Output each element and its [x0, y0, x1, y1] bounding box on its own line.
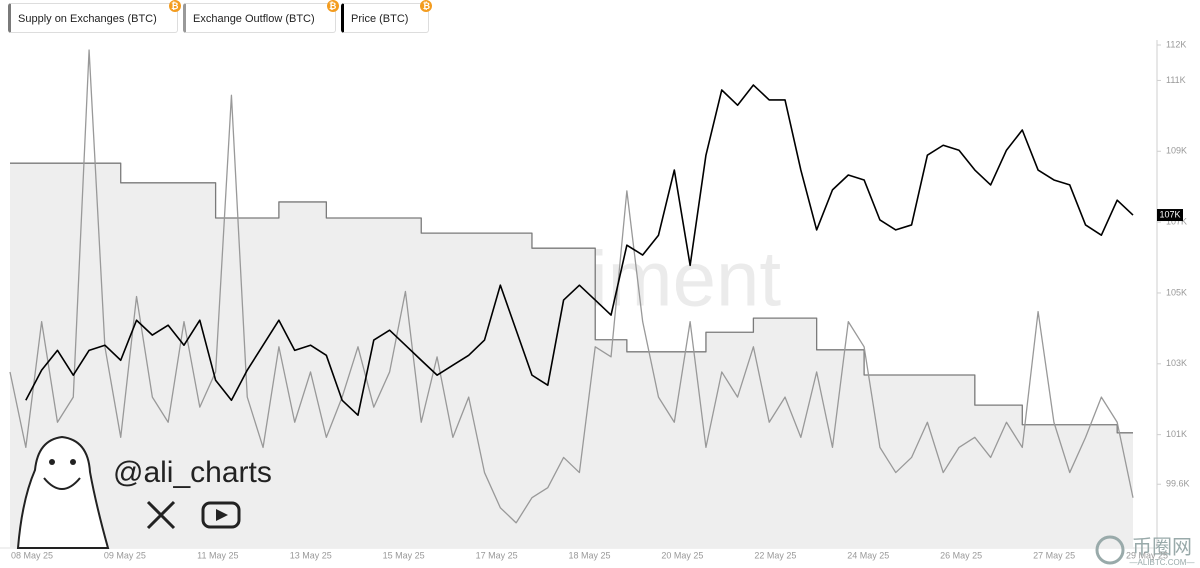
legend-item[interactable]: Exchange Outflow (BTC) ₿ [183, 0, 339, 33]
youtube-icon [201, 501, 241, 529]
avatar-eye [70, 459, 76, 465]
x-tick-label: 08 May 25 [11, 550, 53, 560]
y-tick-label: 112K [1166, 39, 1186, 49]
youtube-play [216, 509, 228, 521]
series-line [10, 162, 1133, 434]
y-tick-label: 109K [1166, 146, 1187, 156]
x-tick-label: 22 May 25 [754, 550, 796, 560]
y-tick-label: 111K [1166, 75, 1186, 85]
legend-label: Price (BTC) [351, 13, 409, 25]
x-tick-label: 11 May 25 [197, 550, 238, 560]
site-logo [1095, 535, 1125, 565]
y-tick-label: 103K [1166, 358, 1187, 368]
coin-icon: ₿ [168, 0, 181, 12]
y-tick-label: 101K [1166, 429, 1187, 439]
site-name: 币圈网 [1132, 535, 1192, 558]
x-tick-label: 20 May 25 [661, 550, 703, 560]
x-tick-label: 09 May 25 [104, 550, 146, 560]
legend-label: Exchange Outflow (BTC) [193, 13, 315, 25]
author-handle: @ali_charts [113, 456, 272, 489]
area [10, 163, 1133, 548]
x-tick-label: 17 May 25 [476, 550, 518, 560]
avatar-eye [49, 459, 55, 465]
x-icon [146, 500, 176, 530]
site-badge: 币圈网 —ALIBTC.COM— [1095, 535, 1195, 567]
avatar [16, 435, 110, 549]
avatar-smile [43, 477, 81, 490]
x-tick-label: 29 May 25 [1126, 550, 1168, 560]
x-tick-label: 24 May 25 [847, 550, 889, 560]
last-value-label: 107K [1159, 209, 1180, 219]
y-tick-label: 107K [1166, 216, 1187, 226]
last-value-badge [1157, 209, 1183, 222]
x-tick-label: 15 May 25 [383, 550, 425, 560]
legend-label: Supply on Exchanges (BTC) [18, 13, 157, 25]
site-url: —ALIBTC.COM— [1130, 558, 1195, 567]
author-badge: @ali_charts [16, 435, 272, 549]
series-line [9, 49, 1134, 524]
x-tick-label: 26 May 25 [940, 550, 982, 560]
plot-area [9, 49, 1134, 548]
x-tick-label: 13 May 25 [290, 550, 332, 560]
y-tick-label: 99.6K [1166, 479, 1190, 489]
series-line [25, 84, 1134, 416]
legend-item[interactable]: Supply on Exchanges (BTC) ₿ [8, 0, 181, 33]
x-tick-label: 18 May 25 [568, 550, 610, 560]
coin-icon: ₿ [420, 0, 433, 12]
y-tick-label: 105K [1166, 287, 1187, 297]
legend-item[interactable]: Price (BTC) ₿ [341, 0, 433, 33]
coin-icon: ₿ [326, 0, 339, 12]
x-tick-label: 27 May 25 [1033, 550, 1075, 560]
